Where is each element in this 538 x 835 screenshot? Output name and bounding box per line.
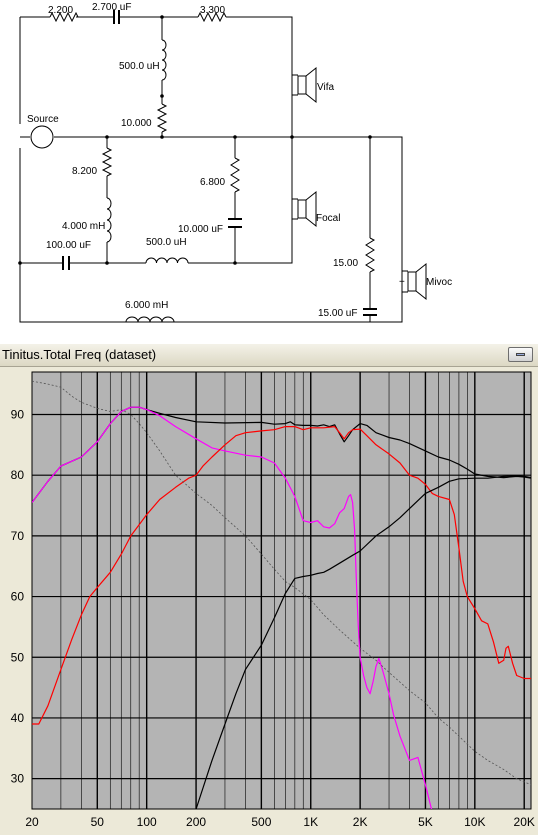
inductor-l3 <box>145 257 189 264</box>
x-tick-label: 5K <box>418 815 433 829</box>
speaker-mivoc <box>401 262 427 301</box>
label-r2: 3.300 <box>200 5 225 16</box>
inductor-l1 <box>161 39 167 81</box>
label-c2: 10.000 uF <box>178 224 223 235</box>
frequency-response-chart: 20 50 100 200 500 1K 2K 5K 10K 20K 30 40 50 60 70 80 90 <box>11 371 535 829</box>
frequency-response-window: Tinitus.Total Freq (dataset) 20 50 100 200 5… <box>0 344 538 835</box>
label-r1: 2.200 <box>48 5 73 16</box>
junction-dot <box>233 135 237 139</box>
y-tick-label: 50 <box>11 650 25 664</box>
junction-dot <box>105 135 109 139</box>
series-midrange-line <box>32 426 531 725</box>
label-c3: 100.00 uF <box>46 240 91 251</box>
minimize-icon <box>516 353 525 356</box>
label-r6: 15.00 <box>333 258 358 269</box>
window-titlebar: Tinitus.Total Freq (dataset) <box>0 344 538 367</box>
label-plus: + <box>399 277 405 288</box>
y-tick-label: 80 <box>11 468 25 482</box>
series-impedance-line <box>32 380 531 786</box>
wire <box>19 17 293 264</box>
resistor-r1 <box>49 11 79 23</box>
label-l2: 4.000 mH <box>62 221 105 232</box>
label-r5: 6.800 <box>200 177 225 188</box>
junction-dot <box>160 135 164 139</box>
junction-dot <box>160 94 164 98</box>
junction-dot <box>105 261 109 265</box>
resistor-r5 <box>230 157 241 193</box>
junction-dot <box>233 261 237 265</box>
x-tick-label: 100 <box>137 815 157 829</box>
resistor-r6 <box>365 237 376 273</box>
label-mivoc: Mivoc <box>426 277 452 288</box>
junction-dot <box>290 135 294 139</box>
plot-background <box>31 371 532 810</box>
resistor-r2 <box>197 11 227 23</box>
capacitor-c3 <box>62 256 70 270</box>
label-r3: 10.000 <box>121 118 152 129</box>
series-tweeter-line <box>195 475 531 809</box>
x-tick-label: 50 <box>91 815 105 829</box>
label-r4: 8.200 <box>72 166 97 177</box>
x-tick-label: 20 <box>25 815 39 829</box>
label-c1: 2.700 uF <box>92 2 131 13</box>
junction-dot <box>18 261 22 265</box>
window-title: Tinitus.Total Freq (dataset) <box>2 347 157 362</box>
y-tick-label: 30 <box>11 772 25 786</box>
speaker-focal <box>291 190 317 228</box>
y-tick-label: 70 <box>11 529 25 543</box>
x-tick-label: 2K <box>353 815 368 829</box>
capacitor-c1 <box>113 10 120 24</box>
label-l3: 500.0 uH <box>146 237 187 248</box>
y-tick-label: 90 <box>11 407 25 421</box>
y-tick-label: 60 <box>11 590 25 604</box>
capacitor-c2 <box>228 218 242 228</box>
label-c4: 15.00 uF <box>318 308 357 319</box>
crossover-schematic: 2.200 2.700 uF 3.300 500.0 uH 10.000 Sou… <box>18 2 452 323</box>
x-tick-label: 20K <box>514 815 535 829</box>
label-l4: 6.000 mH <box>125 300 168 311</box>
inductor-l4 <box>125 316 175 323</box>
label-l1: 500.0 uH <box>119 61 160 72</box>
series-woofer-line <box>32 406 433 809</box>
x-tick-label: 500 <box>251 815 271 829</box>
y-tick-label: 40 <box>11 711 25 725</box>
label-source: Source <box>27 114 59 125</box>
resistor-r3 <box>156 103 168 133</box>
speaker-vifa <box>291 66 317 104</box>
x-tick-label: 10K <box>464 815 485 829</box>
label-focal: Focal <box>316 213 340 224</box>
x-tick-label: 1K <box>303 815 318 829</box>
x-tick-label: 200 <box>186 815 206 829</box>
resistor-r4 <box>101 147 113 177</box>
minimize-button[interactable] <box>508 347 533 362</box>
junction-dot <box>368 135 372 139</box>
junction-dot <box>160 15 164 19</box>
capacitor-c4 <box>363 308 377 316</box>
inductor-l2 <box>106 197 112 243</box>
label-vifa: Vifa <box>317 82 334 93</box>
source-symbol <box>30 125 54 149</box>
wire <box>20 16 293 72</box>
